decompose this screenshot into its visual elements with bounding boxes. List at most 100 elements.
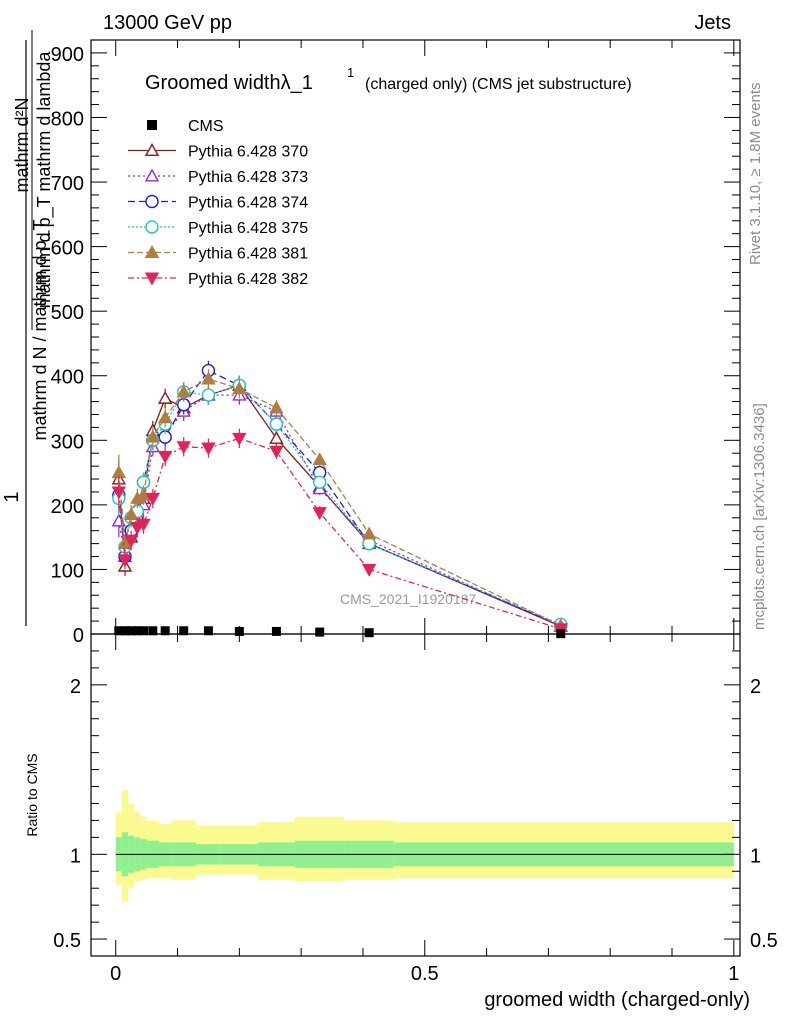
marker-triangle xyxy=(144,168,160,182)
legend-item-373: Pythia 6.428 373 xyxy=(128,168,308,186)
marker-triangle xyxy=(123,507,139,521)
marker-triangle-down xyxy=(123,534,139,548)
series-CMS xyxy=(114,626,566,639)
marker-triangle xyxy=(201,371,216,385)
series-line-375 xyxy=(118,384,562,625)
marker-triangle xyxy=(361,526,377,540)
marker-triangle-down xyxy=(361,563,377,577)
y-tick-label: 700 xyxy=(51,173,84,195)
main-plot: 0 100 200 300 400 500 600 700 800 900 xyxy=(51,40,740,647)
legend-label: Pythia 6.428 375 xyxy=(188,220,308,237)
marker-triangle xyxy=(136,487,151,501)
series-381 xyxy=(111,369,568,632)
title-rest: (charged only) (CMS jet substructure) xyxy=(365,76,632,93)
legend-item-375: Pythia 6.428 375 xyxy=(128,220,308,237)
y-tick-label: 500 xyxy=(51,302,84,324)
marker-triangle-down xyxy=(176,441,191,455)
header-left: 13000 GeV pp xyxy=(103,12,232,34)
marker-square xyxy=(126,626,136,636)
y-tick-label: 200 xyxy=(51,496,84,518)
marker-triangle xyxy=(157,410,173,424)
marker-circle xyxy=(201,388,216,402)
ratio-y-tick-label-right: 0.5 xyxy=(750,930,778,952)
marker-triangle xyxy=(269,400,284,414)
y-tick-label: 0 xyxy=(73,625,84,647)
ylabel-num: 1 xyxy=(1,491,23,502)
ylabel-frac-den: mathrm d p_T mathrm d lambda xyxy=(34,51,55,309)
marker-triangle-down xyxy=(111,486,127,500)
marker-circle xyxy=(145,194,159,209)
title-sup: 1 xyxy=(347,65,354,80)
x-tick-label: 1 xyxy=(728,963,739,985)
legend-label: CMS xyxy=(188,118,224,135)
marker-triangle-down xyxy=(145,492,160,506)
rivet-label: Rivet 3.1.10, ≥ 1.8M events xyxy=(747,83,764,266)
marker-triangle xyxy=(176,384,191,398)
marker-triangle-down xyxy=(136,518,151,532)
marker-circle xyxy=(269,417,284,431)
marker-triangle-down xyxy=(157,450,173,464)
legend-item-381: Pythia 6.428 381 xyxy=(128,245,308,263)
marker-triangle-down xyxy=(144,272,160,286)
marker-triangle-down xyxy=(269,445,284,459)
header-right: Jets xyxy=(694,12,731,34)
legend-label: Pythia 6.428 382 xyxy=(188,271,308,288)
marker-circle xyxy=(145,220,159,234)
marker-square xyxy=(203,626,213,636)
legend-label: Pythia 6.428 381 xyxy=(188,246,308,263)
plot-title: Groomed widthλ_1 1 (charged only) (CMS j… xyxy=(145,65,632,94)
ratio-bands xyxy=(115,789,734,902)
marker-triangle-down xyxy=(312,507,327,521)
marker-triangle-down xyxy=(117,554,133,568)
x-tick-label: 0 xyxy=(110,963,121,985)
legend-item-CMS: CMS xyxy=(147,118,224,135)
marker-square xyxy=(147,120,157,130)
ratio-y-label: Ratio to CMS xyxy=(24,753,40,836)
marker-square xyxy=(148,626,158,636)
legend-label: Pythia 6.428 373 xyxy=(188,169,308,186)
marker-square xyxy=(315,627,325,637)
y-tick-label: 600 xyxy=(51,238,84,260)
y-tick-label: 900 xyxy=(51,44,84,66)
marker-triangle xyxy=(111,465,127,479)
watermark-label: CMS_2021_I1920187 xyxy=(340,591,476,607)
marker-triangle-down xyxy=(232,432,247,446)
y-tick-label: 400 xyxy=(51,367,84,389)
title-main: Groomed widthλ_1 xyxy=(145,72,313,94)
marker-triangle xyxy=(312,452,327,466)
marker-triangle xyxy=(145,429,160,443)
marker-triangle xyxy=(232,381,247,395)
marker-square xyxy=(114,626,124,636)
y-tick-label: 300 xyxy=(51,431,84,453)
ratio-y-tick-label: 0.5 xyxy=(53,930,81,952)
y-tick-label: 800 xyxy=(51,108,84,130)
ratio-y-tick-label-right: 1 xyxy=(750,845,761,867)
marker-triangle xyxy=(269,430,284,444)
marker-triangle xyxy=(144,245,160,258)
marker-circle xyxy=(312,475,327,489)
marker-square xyxy=(271,626,281,636)
marker-square xyxy=(160,626,170,636)
legend-label: Pythia 6.428 374 xyxy=(188,195,308,212)
ratio-y-tick-label: 2 xyxy=(70,676,81,698)
ratio-frame xyxy=(90,633,741,957)
marker-square xyxy=(234,626,244,636)
ratio-plot: 0.5 0.5 1 1 2 2 0 0.5 1 xyxy=(53,634,778,985)
marker-square xyxy=(364,628,374,638)
legend: CMS Pythia 6.428 370 Pythia 6.428 373 Pythi… xyxy=(128,118,308,288)
x-axis-label: groomed width (charged-only) xyxy=(484,989,750,1011)
series-line-382 xyxy=(118,437,561,630)
mcplots-label: mcplots.cern.ch [arXiv:1306.3436] xyxy=(751,403,768,630)
y-tick-label: 100 xyxy=(51,560,84,582)
legend-item-370: Pythia 6.428 370 xyxy=(128,143,308,161)
marker-triangle xyxy=(117,536,133,550)
legend-item-382: Pythia 6.428 382 xyxy=(128,271,308,288)
legend-label: Pythia 6.428 370 xyxy=(188,144,308,161)
x-tick-label: 0.5 xyxy=(411,963,439,985)
legend-item-374: Pythia 6.428 374 xyxy=(128,195,308,212)
ratio-y-tick-label-right: 2 xyxy=(750,676,761,698)
marker-triangle-down xyxy=(201,442,216,456)
marker-triangle xyxy=(144,143,160,157)
marker-square xyxy=(139,626,149,636)
